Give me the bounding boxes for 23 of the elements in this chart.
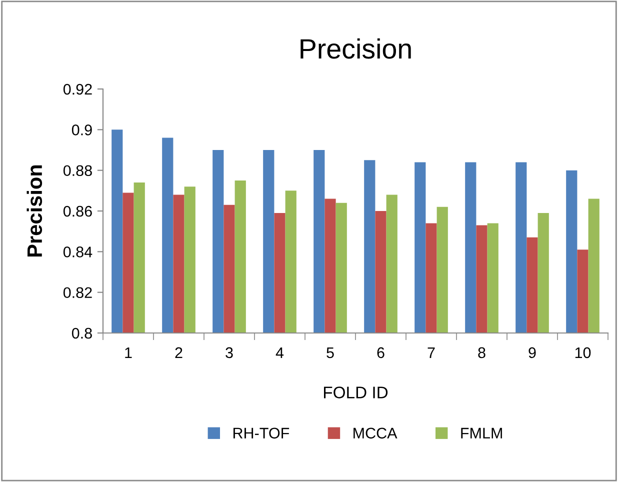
y-tick-label: 0.86 — [63, 206, 92, 217]
x-tick-label: 5 — [326, 347, 334, 358]
y-tick-label: 0.92 — [63, 84, 92, 95]
x-tick-label: 6 — [377, 347, 384, 358]
y-axis-title: Precision — [26, 165, 42, 256]
legend-label: MCCA — [354, 428, 398, 439]
y-tick-label: 0.84 — [63, 246, 92, 258]
legend-label: FMLM — [461, 428, 502, 438]
x-tick-label: 7 — [428, 347, 435, 358]
x-tick-label: 4 — [276, 347, 284, 358]
x-tick-label: 1 — [125, 347, 132, 358]
y-tick-label: 0.8 — [72, 328, 92, 339]
y-tick-label: 0.82 — [63, 287, 92, 298]
legend-label: RH-TOF — [233, 428, 290, 439]
x-tick-label: 2 — [175, 347, 182, 358]
x-tick-label: 3 — [226, 347, 233, 358]
chart-title: Precision — [300, 38, 411, 59]
y-tick-label: 0.9 — [72, 124, 92, 136]
x-tick-label: 8 — [478, 347, 486, 358]
x-tick-label: 9 — [528, 347, 536, 358]
x-tick-label: 10 — [575, 347, 591, 358]
x-axis-title: FOLD ID — [324, 386, 388, 398]
y-tick-label: 0.88 — [63, 165, 92, 176]
